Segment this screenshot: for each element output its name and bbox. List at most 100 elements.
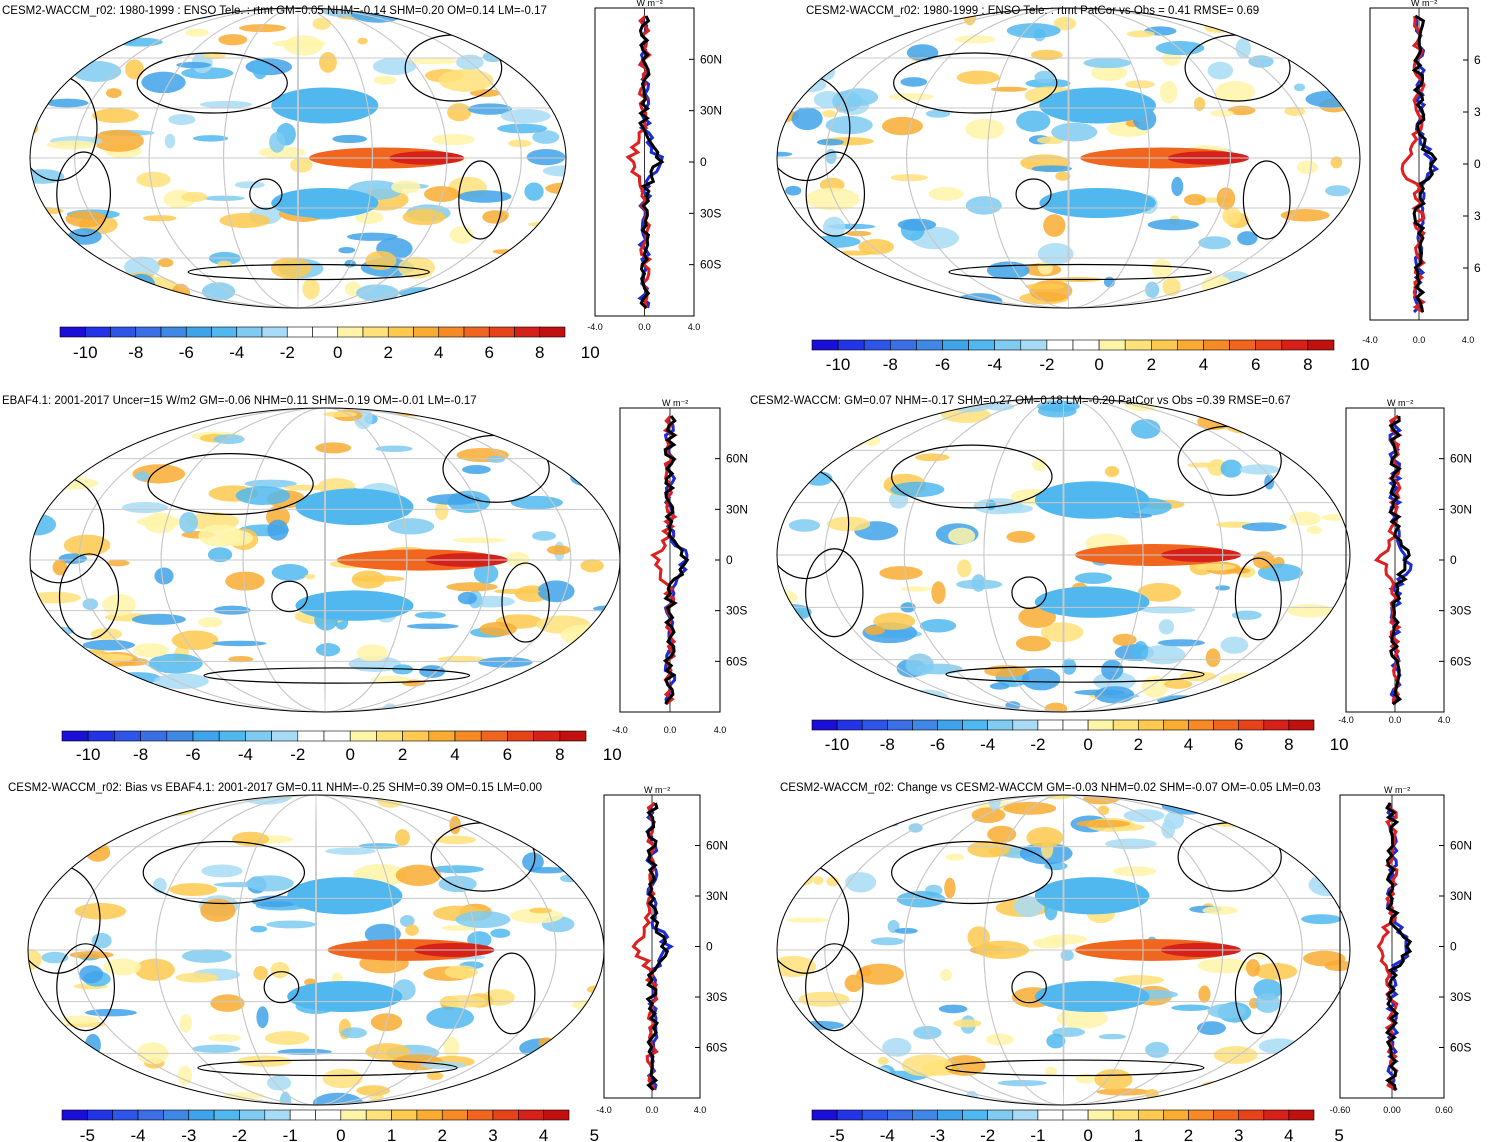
anomaly-blob [212,640,267,647]
colorbar-label: 6 [503,745,512,764]
anomaly-blob [1090,64,1128,82]
colorbar-swatch [1255,339,1283,351]
anomaly-blob [967,840,1011,858]
anomaly-blob [781,842,826,849]
colorbar-label: -4 [980,735,995,754]
anomaly-blob [272,39,327,48]
anomaly-blob [30,513,57,536]
profile-x-tick: -4.0 [612,725,628,735]
colorbar-swatch [349,730,377,742]
anomaly-blob [560,624,614,647]
anomaly-blob [157,258,174,268]
colorbar-swatch [185,326,212,338]
anomaly-blob [332,134,368,144]
mean-curve [1388,415,1411,706]
colorbar-label: 0 [1083,735,1092,754]
colorbar-label: 5 [590,1126,599,1142]
anomaly-blob [1280,281,1308,304]
anomaly-blob [449,226,474,245]
colorbar-swatch [912,719,938,731]
anomaly-blob [1223,413,1263,434]
coastline [249,178,283,210]
colorbar-label: -6 [185,745,200,764]
colorbar-label: -2 [1030,735,1045,754]
panel-bottom-right: CESM2-WACCM_r02: Change vs CESM2-WACCM G… [776,782,1472,1142]
anomaly-blob [132,643,169,658]
colorbar: -5 -4 -3 -2 -1 0 1 2 3 4 5 [61,1109,599,1142]
anomaly-blob [304,574,316,580]
anomaly-blob [452,537,506,544]
anomaly-blob [500,109,551,124]
anomaly-blob [1104,466,1120,478]
colorbar-label: -8 [133,745,148,764]
anomaly-blob [398,287,441,299]
anomaly-blob [592,604,620,613]
map-field [777,795,1350,1105]
anomaly-blob [1337,58,1354,64]
colorbar-swatch [836,719,863,731]
anomaly-blob [1140,606,1196,614]
anomaly-blob [1036,400,1080,412]
anomaly-blob [1137,583,1182,602]
anomaly-blob [28,804,44,819]
colorbar-swatch [1203,339,1230,351]
lat-label: 3 [1474,209,1481,223]
anomaly-blob [1124,80,1155,89]
colorbar-swatch [1062,719,1089,731]
anomaly-blob [30,591,81,604]
anomaly-blob [1215,80,1256,103]
colorbar-label: 0 [333,343,342,362]
colorbar-swatch [140,730,168,742]
colorbar-swatch [135,326,162,338]
anomaly-blob [1301,914,1342,925]
anomaly-blob [1006,23,1061,39]
longitude-line [155,795,477,1105]
coastline [501,562,550,643]
obs-curve [1376,802,1399,1092]
anomaly-blob [777,1044,802,1063]
colorbar-label: -4 [987,355,1002,374]
colorbar-swatch [112,1109,139,1121]
colorbar-swatch [441,1109,468,1121]
anomaly-blob [445,1095,490,1102]
lat-label: 30S [700,206,721,220]
anomaly-blob [443,1036,460,1058]
anomaly-blob [94,431,119,453]
zonal-mean-panel: W m⁻² -4.0 0.0 4.0 60N 30N 0 30S 60S [596,785,728,1115]
colorbar-swatch [1263,719,1290,731]
anomaly-blob [1239,464,1280,475]
anomaly-blob [537,580,575,603]
colorbar-swatch [1238,719,1265,731]
coastline [56,151,111,237]
anomaly-blob [822,216,846,239]
anomaly-blob [538,686,553,696]
anomaly-blob [1231,610,1262,620]
anomaly-blob [481,284,508,294]
anomaly-blob [207,547,233,563]
colorbar-label: 10 [1330,735,1349,754]
coastline [203,667,471,684]
anomaly-blob [393,408,447,417]
zonal-mean-panel: W m⁻² -4.0 0.0 4.0 60N 30N 0 30S 60S [1338,398,1472,725]
anomaly-blob [235,486,291,506]
anomaly-blob [1246,959,1261,977]
anomaly-blob [325,847,376,855]
colorbar-swatch [968,339,995,351]
colorbar-swatch [1037,719,1064,731]
lat-label: 30N [726,502,748,516]
anomaly-blob [399,914,415,927]
lat-label: 0 [700,155,707,169]
colorbar-swatch [1288,1109,1315,1121]
longitude-line [1062,795,1065,1105]
cold-lobe-north [1039,87,1156,124]
mean-curve [638,15,665,310]
anomaly-blob [919,619,957,633]
colorbar-swatch [1177,339,1204,351]
anomaly-blob [928,186,964,201]
anomaly-blob [986,261,1030,280]
anomaly-blob [1098,1033,1127,1040]
anomaly-blob [1331,271,1352,281]
colorbar-swatch [192,730,220,742]
colorbar-swatch [942,339,969,351]
profile-x-tick: 0.0 [646,1105,659,1115]
